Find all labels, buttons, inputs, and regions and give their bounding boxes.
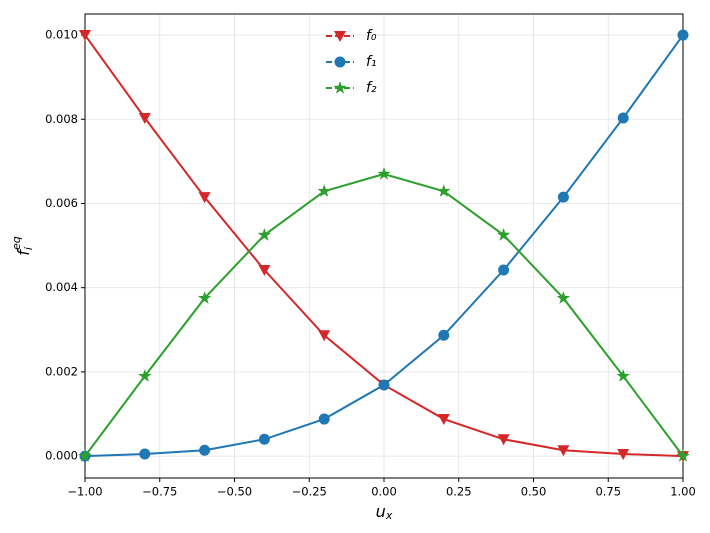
marker (318, 413, 330, 425)
marker (497, 434, 510, 446)
x-tick-label: −0.50 (217, 485, 252, 499)
marker (378, 379, 390, 391)
marker (437, 184, 451, 197)
x-tick-label: −0.25 (292, 485, 327, 499)
marker (557, 191, 569, 203)
plot-frame (84, 13, 684, 479)
y-tick-label: 0.002 (45, 364, 78, 378)
marker (138, 369, 152, 382)
y-label-sup: eq (10, 236, 23, 250)
x-tick-label: 0.50 (521, 485, 547, 499)
marker (78, 449, 92, 462)
x-tick-label: −0.75 (142, 485, 177, 499)
x-tick-label: −1.00 (67, 485, 102, 499)
marker (257, 228, 272, 241)
marker (317, 184, 331, 197)
legend-label: f₂ (366, 80, 377, 96)
marker (556, 291, 571, 304)
x-tick-label: 1.00 (670, 485, 696, 499)
marker (258, 265, 271, 276)
marker (198, 192, 211, 204)
x-tick-label: 0.75 (595, 485, 621, 499)
marker (676, 449, 690, 462)
y-tick-label: 0.000 (45, 449, 78, 463)
y-axis-label: fieq (10, 236, 35, 255)
marker (498, 264, 510, 276)
legend-marker (334, 56, 346, 68)
y-tick-label: 0.010 (45, 28, 78, 42)
x-tick-label: 0.00 (371, 485, 397, 499)
marker (617, 449, 630, 460)
y-label-sub: i (22, 247, 35, 250)
x-axis-label: ux (376, 502, 393, 523)
y-tick-label: 0.006 (45, 196, 78, 210)
y-label-base: f (14, 248, 33, 256)
legend-label: f₁ (366, 54, 377, 70)
marker (437, 414, 450, 426)
marker (617, 112, 629, 124)
y-tick-label: 0.008 (45, 112, 78, 126)
legend-marker (333, 81, 347, 94)
marker (377, 167, 391, 180)
marker (496, 228, 511, 241)
marker (557, 445, 570, 457)
x-label-sub: x (385, 509, 393, 522)
y-tick-label: 0.004 (45, 280, 78, 294)
x-tick-label: 0.25 (446, 485, 472, 499)
marker (139, 448, 151, 460)
x-label-base: u (376, 502, 386, 521)
legend-marker (334, 31, 346, 42)
marker (616, 369, 630, 382)
marker (258, 433, 270, 445)
legend-label: f₀ (366, 28, 377, 44)
marker (138, 113, 151, 124)
marker (677, 29, 689, 41)
marker (199, 444, 211, 456)
marker (318, 330, 331, 342)
marker (438, 329, 450, 341)
marker (79, 30, 91, 42)
marker (197, 291, 212, 304)
